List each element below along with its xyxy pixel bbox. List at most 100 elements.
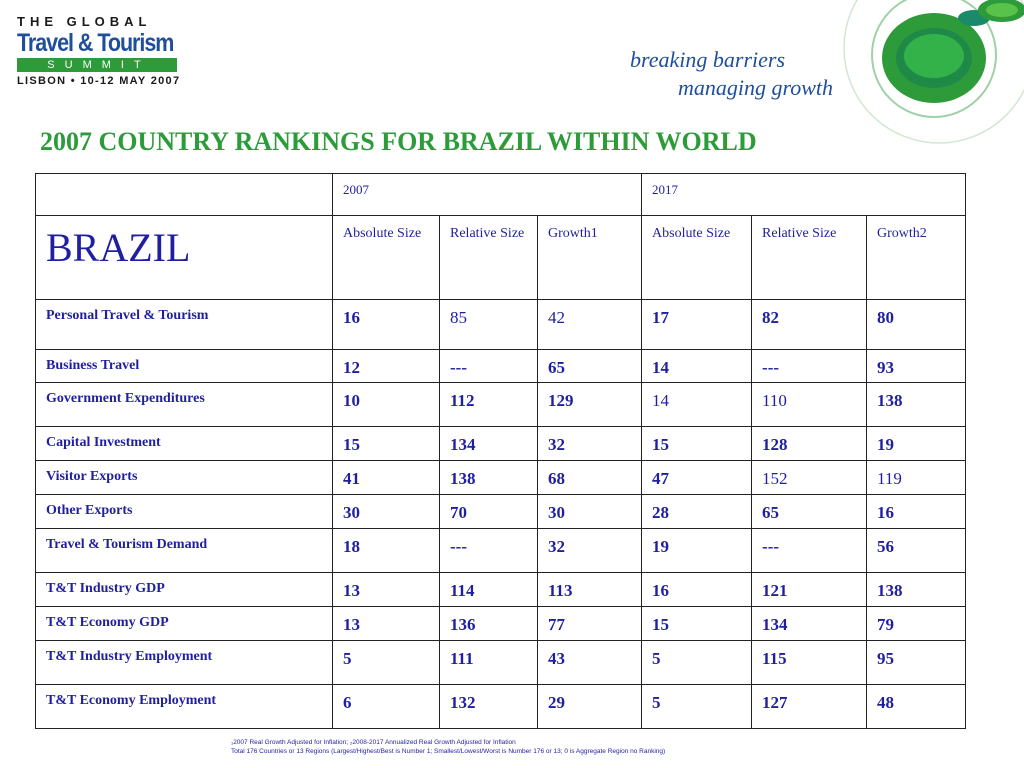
row-label: T&T Industry GDP bbox=[35, 572, 333, 607]
table-cell: 95 bbox=[866, 640, 967, 685]
table-cell: 30 bbox=[332, 494, 440, 529]
table-cell: 18 bbox=[332, 528, 440, 573]
table-row: Capital Investment 15 134 32 15 128 19 bbox=[35, 426, 967, 461]
table-row: T&T Economy Employment 6 132 29 5 127 48 bbox=[35, 684, 967, 729]
table-cell: 15 bbox=[332, 426, 440, 461]
table-cell: 14 bbox=[641, 349, 753, 383]
table-cell: 15 bbox=[641, 426, 753, 461]
table-cell: 138 bbox=[866, 382, 967, 427]
table-cell: 5 bbox=[641, 640, 753, 685]
table-cell: 29 bbox=[536, 684, 643, 729]
row-label: T&T Economy Employment bbox=[35, 684, 333, 729]
table-cell: 129 bbox=[536, 382, 643, 427]
row-label: Travel & Tourism Demand bbox=[35, 528, 333, 573]
row-label: Personal Travel & Tourism bbox=[35, 299, 333, 350]
table-cell: 77 bbox=[536, 606, 643, 641]
row-label: Government Expenditures bbox=[35, 382, 333, 427]
table-cell: 15 bbox=[641, 606, 753, 641]
table-cell: 79 bbox=[866, 606, 967, 641]
footnote-line2: Total 176 Countries or 13 Regions (Large… bbox=[231, 748, 666, 755]
table-row: Other Exports 30 70 30 28 65 16 bbox=[35, 494, 967, 529]
table-cell: 16 bbox=[866, 494, 967, 529]
table-cell: 152 bbox=[751, 460, 868, 495]
table-cell: 111 bbox=[439, 640, 538, 685]
table-cell: 136 bbox=[439, 606, 538, 641]
row-label: T&T Economy GDP bbox=[35, 606, 333, 641]
table-cell: 10 bbox=[332, 382, 440, 427]
table-cell: 80 bbox=[866, 299, 967, 350]
table-cell: 32 bbox=[536, 528, 643, 573]
table-cell: 113 bbox=[536, 572, 643, 607]
footnote: ₁2007 Real Growth Adjusted for Inflation… bbox=[231, 738, 665, 756]
table-cell: 6 bbox=[332, 684, 440, 729]
table-cell: 5 bbox=[332, 640, 440, 685]
table-cell: 112 bbox=[439, 382, 538, 427]
table-cell: 121 bbox=[751, 572, 868, 607]
logo-top-text: THE GLOBAL bbox=[17, 14, 152, 29]
table-row: Visitor Exports 41 138 68 47 152 119 bbox=[35, 460, 967, 495]
table-row: Business Travel 12 --- 65 14 --- 93 bbox=[35, 349, 967, 383]
table-cell: 41 bbox=[332, 460, 440, 495]
logo-bottom-text: LISBON • 10-12 MAY 2007 bbox=[17, 75, 181, 87]
row-label: Business Travel bbox=[35, 349, 333, 383]
table-row: Government Expenditures 10 112 129 14 110 138 bbox=[35, 382, 967, 427]
table-cell: 47 bbox=[641, 460, 753, 495]
table-cell: 132 bbox=[439, 684, 538, 729]
table-cell: 134 bbox=[751, 606, 868, 641]
year-2007-header: 2007 bbox=[331, 173, 643, 216]
table-column-header-row: BRAZIL Absolute Size Relative Size Growt… bbox=[35, 215, 967, 300]
footnote-line1: ₁2007 Real Growth Adjusted for Inflation… bbox=[231, 739, 516, 746]
table-cell: 16 bbox=[641, 572, 753, 607]
page-title: 2007 COUNTRY RANKINGS FOR BRAZIL WITHIN … bbox=[40, 127, 757, 156]
table-cell: 56 bbox=[866, 528, 967, 573]
table-cell: 65 bbox=[536, 349, 643, 383]
summit-logo: THE GLOBAL Travel & Tourism SUMMIT LISBO… bbox=[17, 14, 182, 90]
table-cell: 16 bbox=[332, 299, 440, 350]
table-cell: 19 bbox=[866, 426, 967, 461]
table-cell: 82 bbox=[751, 299, 868, 350]
row-label: T&T Industry Employment bbox=[35, 640, 333, 685]
table-cell: --- bbox=[751, 349, 868, 383]
column-header: Absolute Size bbox=[641, 215, 753, 300]
tagline-line1: breaking barriers bbox=[630, 47, 786, 72]
table-year-row: 2007 2017 bbox=[35, 173, 967, 216]
table-cell: 70 bbox=[439, 494, 538, 529]
table-cell: 115 bbox=[751, 640, 868, 685]
row-label: Other Exports bbox=[35, 494, 333, 529]
table-cell: 17 bbox=[641, 299, 753, 350]
table-cell: 19 bbox=[641, 528, 753, 573]
logo-main-text: Travel & Tourism bbox=[17, 29, 174, 57]
table-row: T&T Industry GDP 13 114 113 16 121 138 bbox=[35, 572, 967, 607]
table-cell: 5 bbox=[641, 684, 753, 729]
table-cell: 138 bbox=[439, 460, 538, 495]
column-header: Growth1 bbox=[536, 215, 643, 300]
column-header: Relative Size bbox=[751, 215, 868, 300]
column-header: Relative Size bbox=[439, 215, 538, 300]
table-cell: 127 bbox=[751, 684, 868, 729]
rankings-table: 2007 2017 BRAZIL Absolute Size Relative … bbox=[35, 173, 967, 729]
country-name: BRAZIL bbox=[35, 215, 333, 300]
table-cell: 14 bbox=[641, 382, 753, 427]
table-cell: 28 bbox=[641, 494, 753, 529]
table-row: T&T Economy GDP 13 136 77 15 134 79 bbox=[35, 606, 967, 641]
table-cell: --- bbox=[751, 528, 868, 573]
table-cell: --- bbox=[439, 528, 538, 573]
table-cell: 119 bbox=[866, 460, 967, 495]
tagline: breaking barriers managing growth bbox=[630, 46, 833, 102]
corner-cell bbox=[35, 173, 333, 216]
table-cell: 68 bbox=[536, 460, 643, 495]
table-cell: --- bbox=[439, 349, 538, 383]
year-2017-header: 2017 bbox=[641, 173, 967, 216]
column-header: Absolute Size bbox=[332, 215, 440, 300]
table-cell: 85 bbox=[439, 299, 538, 350]
table-cell: 12 bbox=[332, 349, 440, 383]
row-label: Capital Investment bbox=[35, 426, 333, 461]
table-cell: 65 bbox=[751, 494, 868, 529]
table-cell: 110 bbox=[751, 382, 868, 427]
table-cell: 93 bbox=[866, 349, 967, 383]
table-cell: 13 bbox=[332, 572, 440, 607]
table-cell: 114 bbox=[439, 572, 538, 607]
row-label: Visitor Exports bbox=[35, 460, 333, 495]
logo-summit-bar: SUMMIT bbox=[17, 58, 177, 72]
table-row: Travel & Tourism Demand 18 --- 32 19 --- 56 bbox=[35, 528, 967, 573]
